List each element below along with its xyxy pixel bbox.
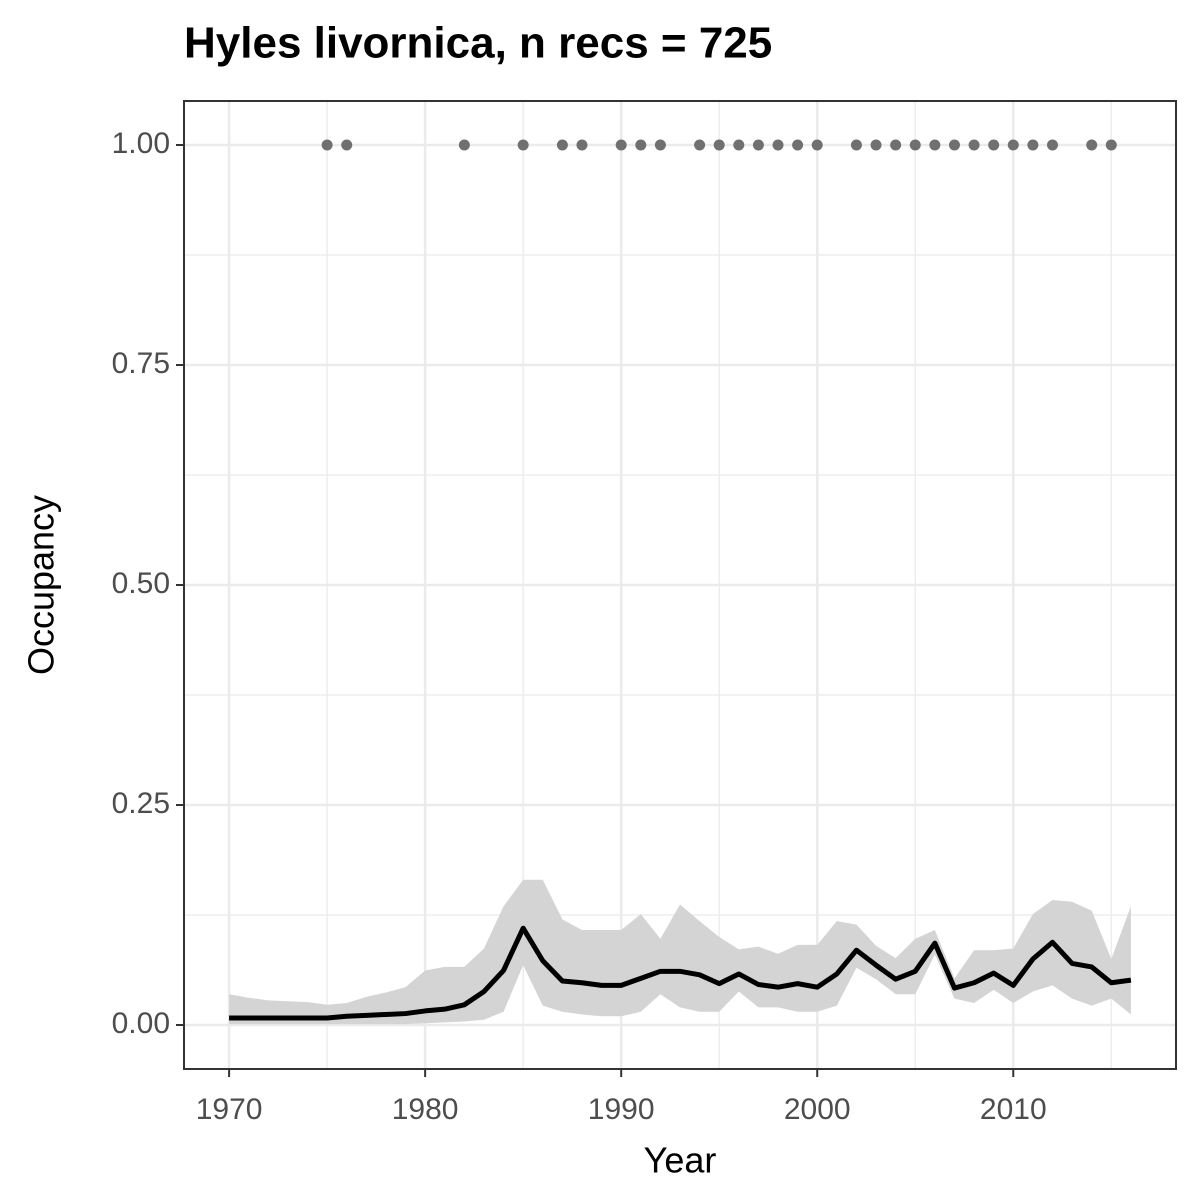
x-tick-label: 1980 [392, 1093, 459, 1126]
record-point [948, 139, 960, 151]
y-tick-label: 0.75 [112, 347, 170, 380]
record-point [517, 139, 529, 151]
occupancy-line [229, 925, 1132, 1021]
record-point [1007, 139, 1019, 151]
record-point [556, 139, 568, 151]
confidence-band [229, 879, 1131, 1025]
record-point [988, 139, 1000, 151]
record-point [772, 139, 784, 151]
record-point [733, 139, 745, 151]
record-point [752, 139, 764, 151]
record-point [870, 139, 882, 151]
record-point [1086, 139, 1098, 151]
record-point [321, 139, 333, 151]
x-tick-label: 2000 [784, 1093, 851, 1126]
record-point [694, 139, 706, 151]
record-point [811, 139, 823, 151]
record-point [1046, 139, 1058, 151]
chart-title: Hyles livornica, n recs = 725 [184, 19, 772, 68]
x-tick-label: 2010 [980, 1093, 1047, 1126]
record-point [968, 139, 980, 151]
plot-border [183, 100, 1177, 1070]
record-point [458, 139, 470, 151]
record-point [792, 139, 804, 151]
record-point [635, 139, 647, 151]
record-point [1027, 139, 1039, 151]
y-tick-label: 0.00 [112, 1007, 170, 1040]
record-point [850, 139, 862, 151]
record-point [713, 139, 725, 151]
record-point [615, 139, 627, 151]
x-tick-label: 1970 [196, 1093, 263, 1126]
record-point [576, 139, 588, 151]
y-tick-label: 1.00 [112, 127, 170, 160]
record-point [929, 139, 941, 151]
record-point [654, 139, 666, 151]
record-point [341, 139, 353, 151]
y-tick-label: 0.25 [112, 787, 170, 820]
record-point [890, 139, 902, 151]
record-point [1105, 139, 1117, 151]
record-point [909, 139, 921, 151]
y-axis-label: Occupancy [21, 495, 62, 675]
x-tick-label: 1990 [588, 1093, 655, 1126]
x-axis-label: Year [644, 1140, 717, 1181]
y-tick-label: 0.50 [112, 567, 170, 600]
